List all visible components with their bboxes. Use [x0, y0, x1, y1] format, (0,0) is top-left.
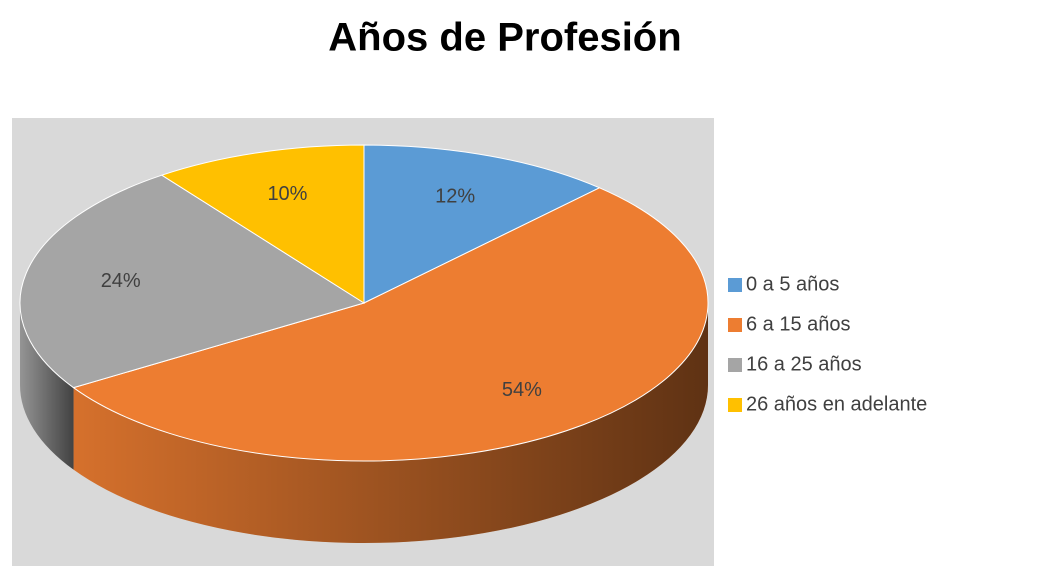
data-label: 24%	[101, 270, 141, 292]
data-label: 54%	[502, 379, 542, 401]
legend-swatch	[728, 398, 742, 412]
side-shade	[73, 303, 708, 544]
legend-swatch	[728, 278, 742, 292]
side-shade	[20, 303, 74, 470]
slice	[363, 144, 601, 304]
data-label: 12%	[435, 186, 475, 208]
legend-label: 0 a 5 años	[746, 273, 839, 295]
slice	[160, 144, 365, 304]
chart-title: Años de Profesión	[328, 16, 681, 60]
slice	[19, 174, 366, 389]
legend-swatch	[728, 318, 742, 332]
legend-swatch	[728, 358, 742, 372]
legend-label: 6 a 15 años	[746, 313, 851, 335]
legend-label: 16 a 25 años	[746, 353, 862, 375]
data-label: 10%	[267, 183, 307, 205]
legend-label: 26 años en adelante	[746, 393, 927, 415]
slice	[72, 187, 709, 462]
